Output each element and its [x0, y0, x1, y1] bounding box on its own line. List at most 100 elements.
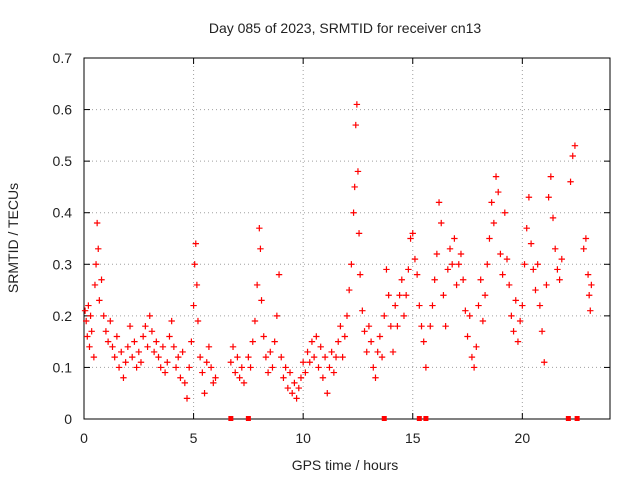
data-point — [104, 338, 112, 345]
zero-marker — [228, 416, 234, 421]
data-point — [172, 364, 180, 371]
data-point — [249, 338, 256, 345]
data-point — [457, 250, 465, 258]
data-point — [552, 245, 559, 253]
data-point — [115, 364, 123, 371]
data-point — [247, 364, 254, 371]
data-point — [129, 353, 136, 361]
data-point — [477, 276, 484, 283]
data-point — [92, 261, 100, 268]
data-point — [541, 359, 548, 366]
data-point — [370, 364, 377, 371]
data-point — [157, 364, 164, 371]
data-point — [429, 302, 436, 309]
zero-marker — [574, 416, 580, 421]
data-point — [234, 353, 241, 361]
x-tick-label: 10 — [295, 430, 311, 446]
zero-marker — [381, 416, 387, 421]
data-point — [177, 374, 184, 381]
data-point — [150, 348, 158, 356]
data-point — [253, 281, 261, 289]
data-point — [164, 359, 171, 366]
data-point — [95, 245, 102, 253]
data-point — [519, 302, 526, 309]
data-point — [416, 302, 423, 309]
data-point — [355, 230, 363, 237]
data-point — [275, 271, 283, 278]
data-point — [304, 348, 311, 356]
data-point — [446, 245, 454, 253]
data-point — [308, 338, 316, 345]
data-point — [459, 276, 467, 283]
data-point — [137, 359, 145, 366]
data-point — [251, 317, 259, 325]
x-tick-label: 0 — [80, 430, 88, 446]
data-point — [525, 194, 533, 201]
data-point — [505, 281, 513, 289]
data-point — [212, 374, 219, 381]
data-point — [523, 224, 530, 232]
data-point — [131, 338, 138, 345]
data-point — [543, 281, 550, 289]
data-point — [495, 188, 502, 196]
data-point — [385, 292, 392, 299]
data-point — [571, 142, 579, 149]
data-point — [396, 292, 403, 299]
data-point — [484, 261, 491, 268]
data-point — [521, 261, 528, 268]
zero-markers — [228, 416, 580, 421]
data-point — [413, 271, 421, 278]
data-point — [503, 255, 511, 263]
y-axis-label: SRMTID / TECUs — [5, 183, 21, 293]
data-point — [210, 379, 217, 387]
data-point — [481, 292, 489, 299]
data-point — [365, 322, 373, 330]
data-point — [383, 266, 390, 273]
data-point — [534, 261, 541, 268]
data-point — [567, 178, 574, 185]
x-tick-label: 20 — [515, 430, 531, 446]
data-point — [297, 374, 305, 381]
data-point — [353, 101, 361, 108]
data-point — [186, 364, 193, 371]
data-point — [191, 261, 198, 268]
data-point — [499, 271, 506, 278]
data-point — [453, 281, 460, 289]
data-point — [286, 369, 294, 376]
data-point — [372, 374, 379, 381]
data-point — [278, 353, 285, 361]
data-point — [175, 353, 182, 361]
y-tick-label: 0.6 — [53, 102, 73, 118]
data-point — [194, 317, 202, 325]
data-point — [341, 333, 349, 340]
data-point — [183, 395, 191, 402]
data-point — [192, 240, 199, 247]
data-point — [291, 379, 298, 387]
data-point — [405, 266, 412, 273]
data-point — [508, 312, 515, 320]
data-point — [282, 364, 289, 371]
data-point — [271, 338, 278, 345]
data-point — [464, 333, 471, 340]
data-point — [313, 333, 320, 340]
data-point — [240, 379, 248, 387]
data-point — [378, 353, 386, 361]
data-point — [170, 343, 178, 350]
data-point — [280, 374, 287, 381]
data-point — [394, 322, 401, 330]
data-point — [488, 199, 495, 206]
data-point — [558, 255, 565, 263]
x-tick-labels: 0 5 10 15 20 — [80, 430, 530, 446]
data-point — [82, 317, 90, 325]
data-point — [556, 276, 563, 283]
data-point — [146, 312, 153, 320]
data-point — [420, 338, 427, 345]
data-point — [470, 364, 478, 371]
data-point — [361, 328, 368, 335]
data-point — [335, 338, 342, 345]
data-point — [135, 348, 142, 356]
zero-marker — [423, 416, 429, 421]
data-point — [201, 390, 208, 397]
data-point — [468, 353, 476, 361]
data-point — [348, 261, 355, 268]
